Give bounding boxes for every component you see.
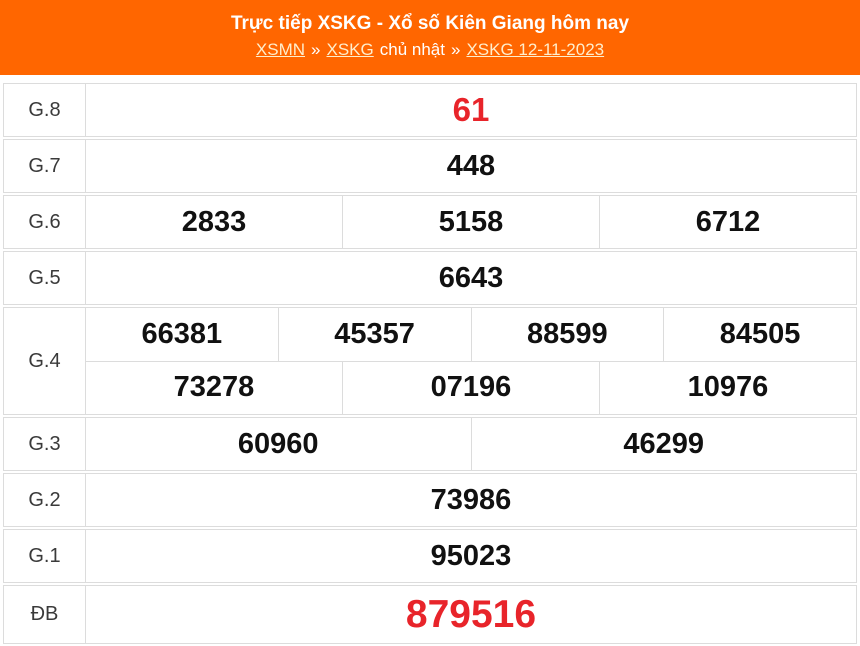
value-line: 448 bbox=[86, 140, 856, 192]
prize-row-g5: G.5 6643 bbox=[3, 251, 857, 305]
prize-values-g4: 66381 45357 88599 84505 73278 07196 10976 bbox=[86, 308, 856, 414]
prize-number: 5158 bbox=[342, 196, 599, 248]
prize-values-g6: 2833 5158 6712 bbox=[86, 196, 856, 248]
prize-label-g1: G.1 bbox=[4, 530, 86, 582]
prize-number: 88599 bbox=[470, 308, 664, 361]
prize-row-g3: G.3 60960 46299 bbox=[3, 417, 857, 471]
prize-number: 2833 bbox=[181, 205, 247, 238]
prize-number: 60960 bbox=[237, 427, 319, 460]
breadcrumb-text: chủ nhật bbox=[379, 40, 445, 59]
prize-number: 61 bbox=[452, 91, 490, 128]
value-line: 6643 bbox=[86, 252, 856, 304]
prize-number: 73986 bbox=[430, 483, 512, 516]
prize-number: 46299 bbox=[470, 418, 857, 470]
prize-number: 95023 bbox=[430, 539, 512, 572]
prize-number: 448 bbox=[446, 149, 496, 182]
value-line: 2833 5158 6712 bbox=[86, 196, 856, 248]
prize-number: 45357 bbox=[277, 308, 471, 361]
prize-number: 879516 bbox=[405, 592, 537, 636]
prize-row-g8: G.8 61 bbox=[3, 83, 857, 137]
page-header: Trực tiếp XSKG - Xổ số Kiên Giang hôm na… bbox=[0, 0, 860, 75]
prize-row-g6: G.6 2833 5158 6712 bbox=[3, 195, 857, 249]
prize-label-g6: G.6 bbox=[4, 196, 86, 248]
prize-values-g3: 60960 46299 bbox=[86, 418, 856, 470]
prize-label-g3: G.3 bbox=[4, 418, 86, 470]
prize-number: 10976 bbox=[599, 361, 856, 414]
prize-label-g2: G.2 bbox=[4, 474, 86, 526]
breadcrumb-separator: » bbox=[311, 40, 321, 59]
prize-values-g1: 95023 bbox=[86, 530, 856, 582]
results-table: G.8 61 G.7 448 G.6 2833 5158 6712 G.5 6643 G.4 6638… bbox=[3, 83, 857, 644]
prize-number: 73278 bbox=[173, 371, 255, 404]
breadcrumb: XSMN » XSKG chủ nhật » XSKG 12-11-2023 bbox=[0, 40, 860, 60]
value-line: 61 bbox=[86, 84, 856, 136]
value-line: 879516 bbox=[86, 586, 856, 643]
value-line: 95023 bbox=[86, 530, 856, 582]
prize-number: 6643 bbox=[438, 261, 504, 294]
prize-values-g7: 448 bbox=[86, 140, 856, 192]
value-line: 66381 45357 88599 84505 bbox=[86, 308, 856, 361]
page-title: Trực tiếp XSKG - Xổ số Kiên Giang hôm na… bbox=[230, 13, 630, 34]
prize-number: 84505 bbox=[663, 308, 856, 361]
prize-values-g8: 61 bbox=[86, 84, 856, 136]
prize-number: 6712 bbox=[599, 196, 856, 248]
prize-label-g5: G.5 bbox=[4, 252, 86, 304]
breadcrumb-separator: » bbox=[450, 40, 461, 59]
prize-values-db: 879516 bbox=[86, 586, 856, 643]
prize-label-g7: G.7 bbox=[4, 140, 86, 192]
prize-label-g8: G.8 bbox=[4, 84, 86, 136]
value-line: 73278 07196 10976 bbox=[86, 360, 856, 414]
prize-values-g5: 6643 bbox=[86, 252, 856, 304]
prize-number: 07196 bbox=[342, 361, 599, 414]
prize-row-g1: G.1 95023 bbox=[3, 529, 857, 583]
prize-values-g2: 73986 bbox=[86, 474, 856, 526]
prize-row-g7: G.7 448 bbox=[3, 139, 857, 193]
prize-row-db: ĐB 879516 bbox=[3, 585, 857, 644]
value-line: 60960 46299 bbox=[86, 418, 856, 470]
prize-row-g2: G.2 73986 bbox=[3, 473, 857, 527]
prize-number: 66381 bbox=[141, 317, 223, 350]
prize-row-g4: G.4 66381 45357 88599 84505 73278 07196 10976 bbox=[3, 307, 857, 415]
breadcrumb-link[interactable]: XSKG 12-11-2023 bbox=[466, 40, 605, 59]
breadcrumb-link[interactable]: XSMN bbox=[255, 40, 306, 59]
prize-label-db: ĐB bbox=[4, 586, 86, 643]
value-line: 73986 bbox=[86, 474, 856, 526]
breadcrumb-link[interactable]: XSKG bbox=[326, 40, 374, 59]
prize-label-g4: G.4 bbox=[4, 308, 86, 414]
